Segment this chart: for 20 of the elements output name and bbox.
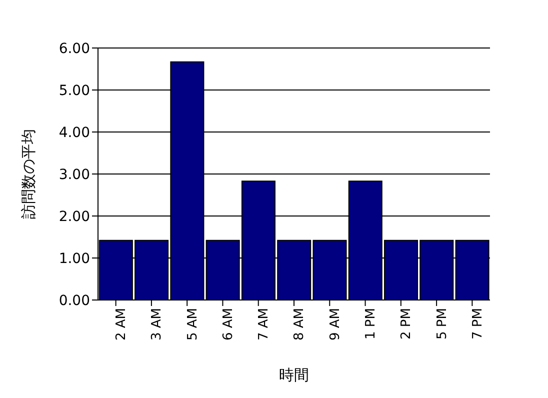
y-tick-label: 1.00	[58, 250, 90, 267]
x-tick-label: 9 AM	[328, 308, 343, 341]
x-tick-label: 5 PM	[434, 308, 450, 340]
x-tick-label: 6 AM	[220, 308, 236, 341]
y-tick-label: 0.00	[58, 292, 90, 309]
y-axis-title: 訪問数の平均	[19, 129, 38, 219]
y-tick-label: 6.00	[58, 40, 90, 57]
x-tick-label: 7 AM	[256, 308, 272, 341]
y-tick-label: 4.00	[58, 124, 90, 141]
x-tick-label: 5 AM	[185, 308, 200, 341]
y-tick-label: 5.00	[58, 82, 90, 99]
x-axis-title: 時間	[279, 366, 309, 384]
x-tick-label: 1 PM	[364, 308, 379, 340]
x-tick-label: 7 PM	[470, 308, 486, 340]
y-tick-label: 2.00	[58, 208, 90, 225]
x-tick-label: 2 AM	[114, 308, 130, 341]
x-tick-label: 8 AM	[292, 308, 308, 341]
x-tick-label: 3 AM	[150, 308, 165, 341]
x-tick-label: 2 PM	[399, 308, 414, 340]
y-tick-label: 3.00	[58, 166, 90, 183]
